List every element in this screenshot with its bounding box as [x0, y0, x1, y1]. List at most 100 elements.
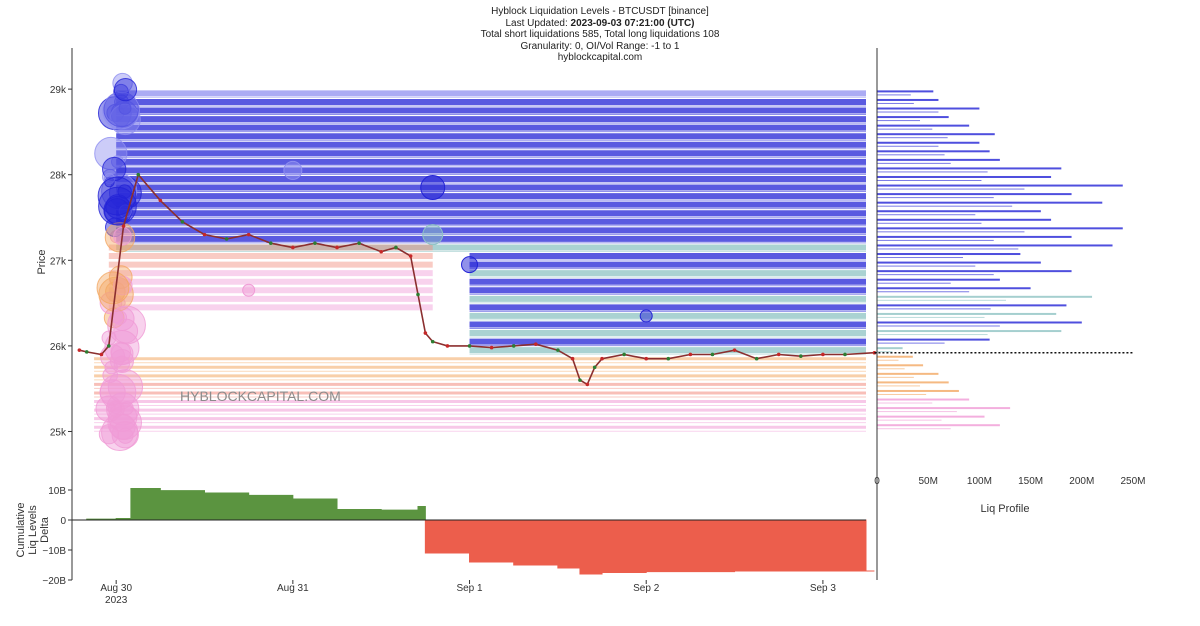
profile-bar — [877, 150, 990, 153]
profile-bar — [877, 287, 1031, 290]
profile-x-tick-label: 150M — [1018, 476, 1043, 487]
profile-bar-thin — [877, 257, 964, 259]
profile-bar-thin — [877, 239, 994, 241]
liq-profile-plot[interactable] — [877, 90, 1123, 430]
profile-bar-thin — [877, 428, 951, 430]
profile-bar-thin — [877, 316, 985, 318]
profile-bar — [877, 98, 939, 101]
liq-bubble — [461, 256, 479, 274]
profile-bar-thin — [877, 171, 988, 173]
profile-x-tick-label: 100M — [967, 476, 992, 487]
liq-bubble — [94, 136, 128, 171]
profile-bar — [877, 193, 1072, 196]
chart-title: Hyblock Liquidation Levels - BTCUSDT [bi… — [491, 6, 709, 17]
delta-y-title-line: Cumulative — [15, 502, 27, 557]
liq-bubble — [98, 424, 120, 445]
profile-bar — [877, 244, 1113, 247]
profile-bar — [877, 253, 1021, 256]
price-point — [533, 342, 538, 346]
liq-bubble — [110, 341, 132, 363]
profile-bar-thin — [877, 94, 911, 96]
profile-bar-thin — [877, 162, 951, 164]
price-point — [710, 352, 715, 357]
liq-bubble — [98, 186, 137, 226]
profile-bar-thin — [877, 231, 1025, 233]
profile-bar — [877, 347, 903, 350]
liq-bubble — [97, 176, 137, 216]
liq-bubble — [422, 224, 444, 246]
delta-negative-area — [424, 519, 875, 575]
price-point — [799, 354, 803, 358]
liq-bubble — [113, 78, 138, 102]
price-point — [600, 356, 604, 361]
profile-bar — [877, 372, 939, 375]
profile-bar — [877, 398, 970, 401]
profile-bar — [877, 381, 949, 384]
profile-bar-thin — [877, 419, 942, 421]
price-point — [578, 378, 582, 382]
liq-bubble — [109, 103, 141, 136]
profile-bar — [877, 167, 1062, 170]
profile-bar-thin — [877, 299, 1007, 301]
profile-bar-thin — [877, 248, 1019, 250]
main-plot[interactable] — [77, 72, 1133, 452]
price-point — [416, 292, 420, 297]
delta-plot[interactable] — [72, 488, 875, 575]
last-updated: Last Updated: 2023-09-03 07:21:00 (UTC) — [0, 18, 1200, 30]
profile-bar-thin — [877, 359, 899, 361]
profile-bar-thin — [877, 308, 991, 310]
site-link[interactable]: hyblockcapital.com — [557, 52, 643, 63]
profile-bar-thin — [877, 385, 921, 387]
profile-bar — [877, 364, 924, 367]
liquidation-totals: Total short liquidations 585, Total long… — [480, 29, 720, 40]
liq-bubble — [420, 175, 446, 201]
price-point — [357, 241, 361, 245]
x-tick-label: Sep 1 — [456, 583, 483, 594]
price-point — [622, 352, 626, 357]
profile-bar-thin — [877, 368, 905, 370]
x-tick-label: Sep 2 — [633, 583, 660, 594]
price-point — [688, 352, 693, 357]
price-point — [570, 356, 575, 361]
price-point — [158, 198, 163, 203]
x-tick-label: Sep 3 — [810, 583, 837, 594]
profile-bar-thin — [877, 411, 957, 413]
price-point — [423, 331, 428, 335]
price-point — [556, 348, 560, 352]
profile-bar — [877, 141, 980, 144]
liq-bubble — [101, 413, 139, 452]
profile-bar-thin — [877, 222, 982, 224]
liq-bubble — [108, 176, 142, 210]
y-tick-label: 28k — [50, 171, 67, 182]
liq-bubble — [108, 265, 133, 289]
y-tick-label: 26k — [50, 342, 67, 353]
price-point — [754, 356, 759, 361]
price-point — [489, 345, 494, 350]
price-point — [99, 352, 104, 357]
price-point — [776, 352, 781, 357]
delta-y-title-line: Liq Levels — [27, 505, 39, 555]
price-point — [202, 232, 207, 237]
profile-bar — [877, 116, 949, 119]
profile-bar-thin — [877, 291, 970, 293]
price-point — [666, 356, 671, 361]
delta-y-tick-label: 10B — [48, 486, 66, 497]
delta-positive-area — [86, 488, 426, 521]
liq-bubble — [283, 160, 303, 180]
price-point — [335, 245, 339, 250]
price-point — [732, 348, 737, 352]
profile-x-title: Liq Profile — [981, 503, 1030, 515]
profile-bar — [877, 312, 1057, 315]
x-tick-sublabel: 2023 — [105, 595, 128, 606]
profile-bar — [877, 270, 1072, 273]
y-axis-title: Price — [36, 249, 48, 274]
price-point — [394, 245, 398, 250]
liq-bubble — [118, 101, 132, 115]
profile-bar — [877, 227, 1123, 230]
liq-bubble — [242, 283, 256, 297]
profile-bar-thin — [877, 265, 976, 267]
profile-bar — [877, 175, 1052, 178]
liq-bubble — [102, 367, 119, 384]
profile-x-tick-label: 250M — [1120, 476, 1145, 487]
